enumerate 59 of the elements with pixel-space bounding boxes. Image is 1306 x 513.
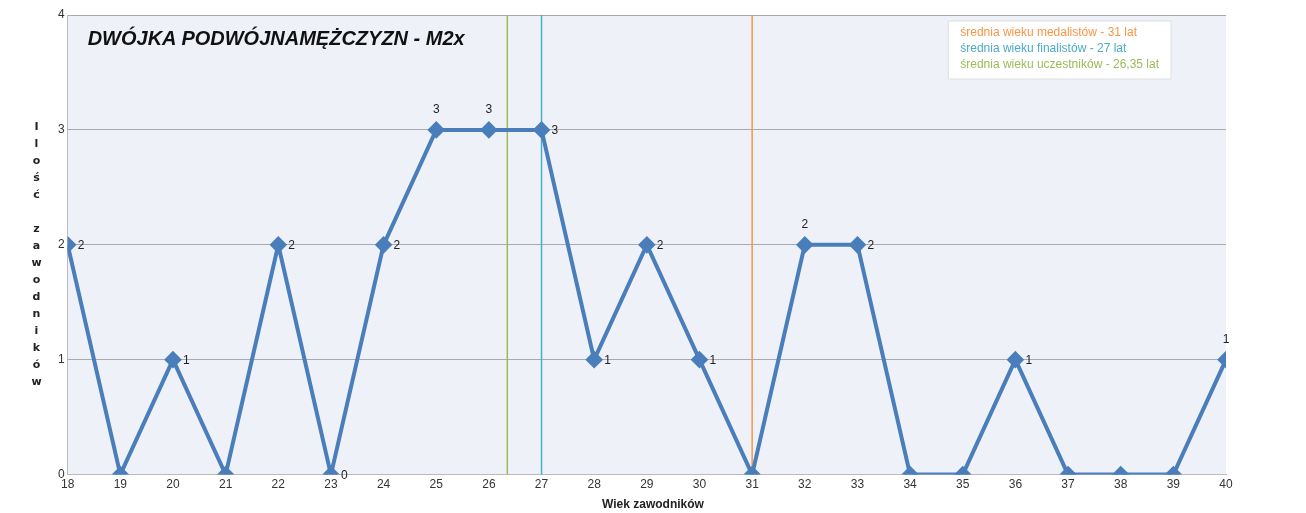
data-label: 1 bbox=[1222, 332, 1230, 347]
y-tick-label: 2 bbox=[57, 237, 65, 252]
point bbox=[586, 351, 603, 368]
data-label: 3 bbox=[485, 102, 493, 117]
x-tick-label: 38 bbox=[1114, 477, 1128, 492]
data-label: 2 bbox=[656, 238, 664, 253]
data-label: 1 bbox=[709, 353, 717, 368]
point bbox=[1007, 351, 1024, 368]
x-tick-label: 28 bbox=[587, 477, 602, 492]
x-tick-label: 37 bbox=[1061, 477, 1076, 492]
x-tick-label: 31 bbox=[745, 477, 760, 492]
data-label: 3 bbox=[432, 102, 440, 117]
x-tick-label: 22 bbox=[271, 477, 286, 492]
x-tick-label: 33 bbox=[850, 477, 865, 492]
x-tick-label: 40 bbox=[1219, 477, 1233, 492]
data-label: 1 bbox=[604, 353, 612, 368]
data-label: 1 bbox=[1025, 353, 1033, 368]
point bbox=[533, 121, 550, 138]
x-tick-label: 19 bbox=[113, 477, 128, 492]
x-tick-label: 32 bbox=[798, 477, 812, 492]
x-tick-label: 30 bbox=[692, 477, 707, 492]
point bbox=[375, 236, 392, 253]
x-tick-label: 35 bbox=[956, 477, 970, 492]
y-tick-label: 4 bbox=[57, 7, 65, 22]
point bbox=[480, 121, 497, 138]
point bbox=[164, 351, 181, 368]
x-tick-label: 23 bbox=[324, 477, 338, 492]
ref-line-label: średnia wieku medalistów - 31 lat bbox=[960, 25, 1138, 40]
y-axis-title: Ilość zawodników bbox=[30, 120, 43, 392]
data-label: 2 bbox=[801, 217, 809, 232]
data-label: 2 bbox=[288, 238, 296, 253]
data-label: 2 bbox=[77, 238, 85, 253]
point bbox=[796, 236, 813, 253]
y-tick-label: 3 bbox=[57, 122, 65, 137]
data-label: 2 bbox=[867, 238, 875, 253]
x-axis-title: Wiek zawodników bbox=[601, 497, 705, 511]
x-tick-label: 26 bbox=[482, 477, 496, 492]
x-tick-label: 29 bbox=[640, 477, 654, 492]
point bbox=[691, 351, 708, 368]
data-label: 3 bbox=[551, 123, 559, 138]
x-tick-label: 27 bbox=[534, 477, 549, 492]
x-tick-label: 36 bbox=[1008, 477, 1023, 492]
point bbox=[270, 236, 287, 253]
data-label: 2 bbox=[393, 238, 401, 253]
point bbox=[428, 121, 445, 138]
x-tick-label: 21 bbox=[218, 477, 233, 492]
y-tick-label: 1 bbox=[57, 352, 65, 367]
point bbox=[638, 236, 655, 253]
x-tick-label: 20 bbox=[166, 477, 180, 492]
x-tick-label: 24 bbox=[376, 477, 391, 492]
data-label: 0 bbox=[340, 467, 348, 482]
x-tick-label: 25 bbox=[429, 477, 444, 492]
point bbox=[849, 236, 866, 253]
ref-line-label: średnia wieku finalistów - 27 lat bbox=[960, 41, 1127, 56]
x-tick-label: 34 bbox=[903, 477, 918, 492]
text: DWÓJKA PODWÓJNAMĘŻCZYZN - M2x bbox=[87, 25, 466, 49]
x-tick-label: 39 bbox=[1166, 477, 1181, 492]
data-label: 1 bbox=[182, 353, 190, 368]
ref-line-label: średnia wieku uczestników - 26,35 lat bbox=[960, 57, 1160, 72]
